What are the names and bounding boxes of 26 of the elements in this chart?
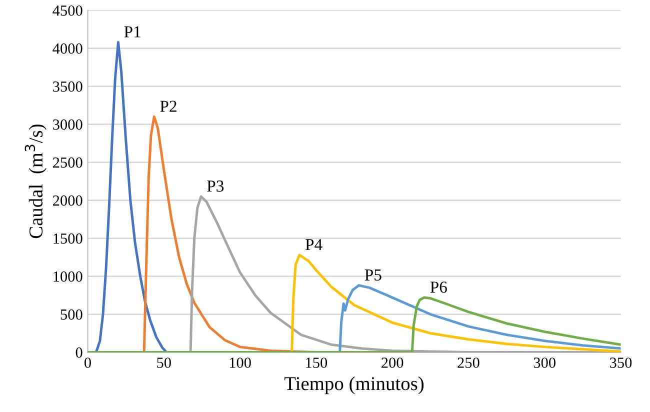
series-label: P3 bbox=[207, 180, 224, 192]
x-tick-label: 0 bbox=[84, 358, 91, 368]
y-tick-label: 2000 bbox=[53, 195, 82, 206]
y-tick-label: 0 bbox=[76, 347, 82, 358]
x-tick-label: 100 bbox=[230, 358, 251, 368]
y-tick-label: 2500 bbox=[53, 157, 82, 168]
series-label: P5 bbox=[364, 270, 382, 281]
x-tick-label: 300 bbox=[534, 358, 556, 368]
x-tick-label: 150 bbox=[306, 358, 328, 368]
x-tick-label: 350 bbox=[610, 358, 632, 368]
x-tick-label: 50 bbox=[157, 358, 171, 368]
y-tick-label: 1500 bbox=[54, 233, 82, 244]
series-label: P6 bbox=[430, 282, 447, 293]
series-label: P2 bbox=[160, 100, 176, 112]
y-tick-label: 3500 bbox=[53, 81, 82, 92]
series-label: P4 bbox=[305, 239, 322, 250]
series-label: P1 bbox=[124, 26, 140, 38]
y-tick-label: 4000 bbox=[52, 43, 82, 54]
x-tick-label: 250 bbox=[458, 358, 480, 368]
x-axis-title: Tiempo (minutos) bbox=[284, 376, 424, 394]
y-tick-label: 3000 bbox=[53, 119, 82, 130]
y-tick-label: 500 bbox=[60, 309, 82, 320]
x-tick-label: 200 bbox=[382, 358, 404, 368]
y-tick-label: 4500 bbox=[52, 5, 82, 16]
y-tick-label: 1000 bbox=[54, 271, 82, 282]
y-axis-title: Caudal (m$^{3}$/s) bbox=[24, 124, 46, 238]
